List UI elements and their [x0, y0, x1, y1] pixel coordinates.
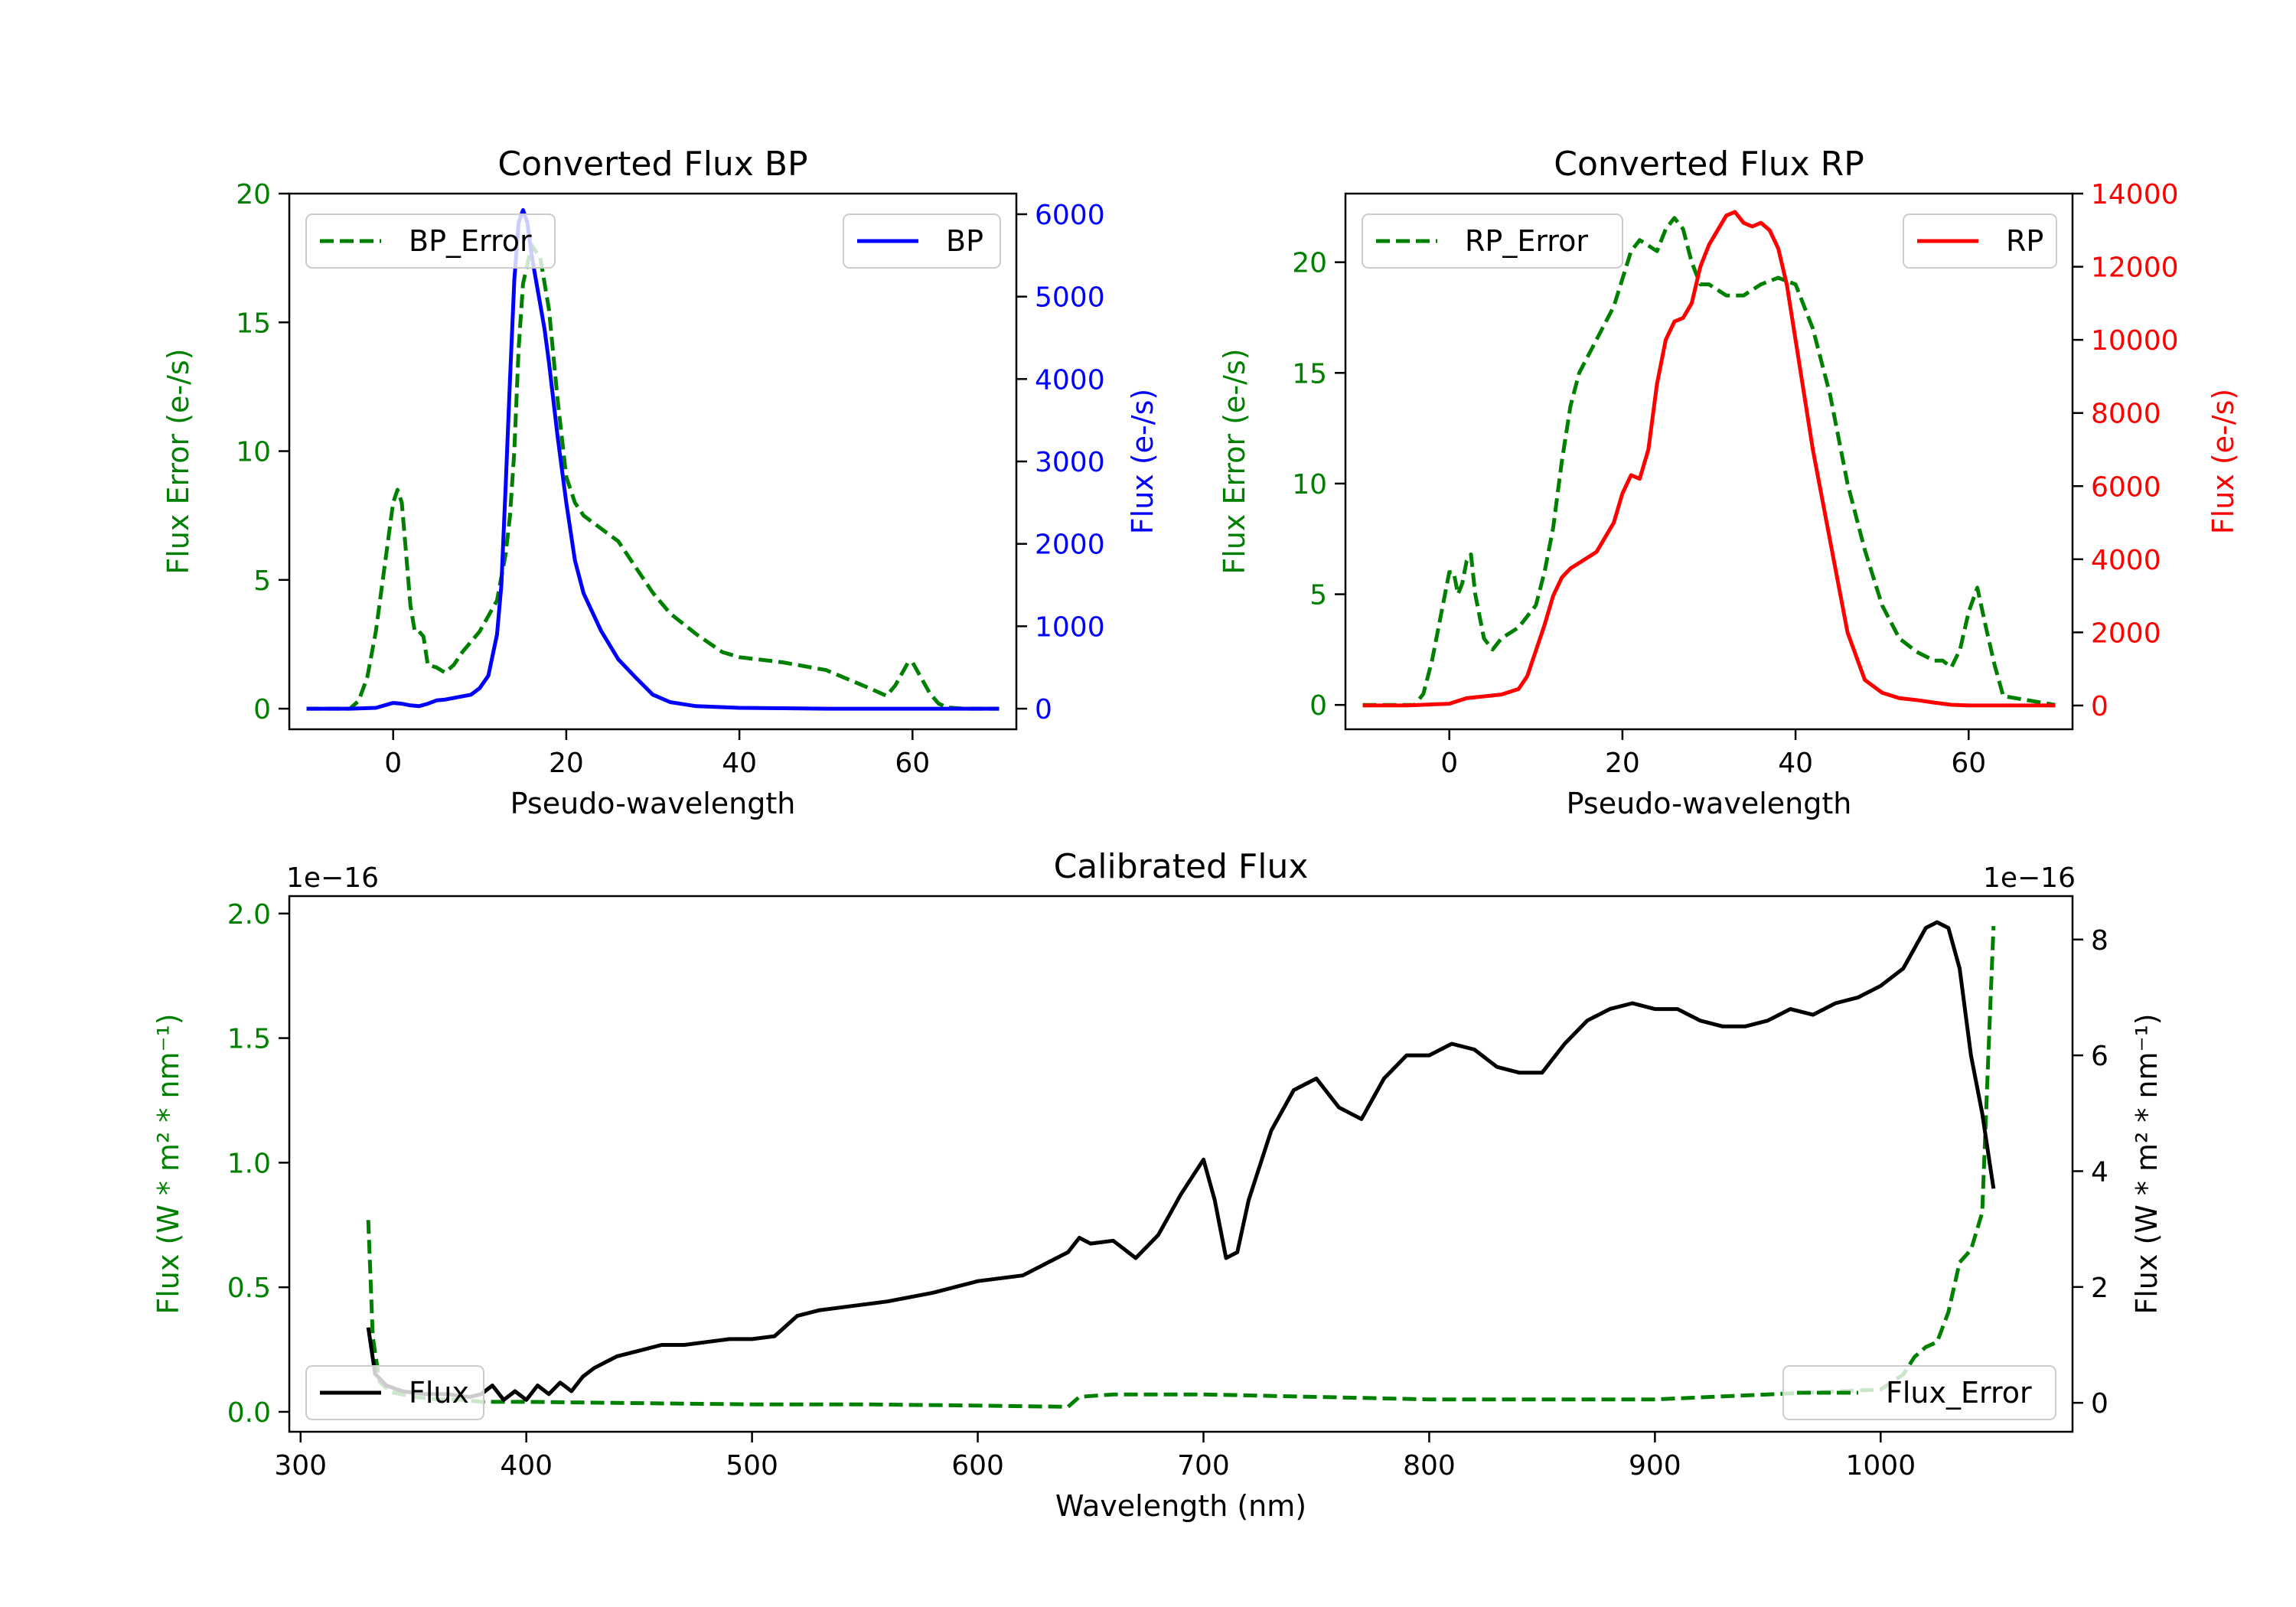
- bp-legend-label: BP: [946, 224, 983, 258]
- cal-ytick-right-label: 2: [2091, 1273, 2108, 1304]
- rp-xlabel: Pseudo-wavelength: [1567, 787, 1852, 820]
- bp-axes-frame: [288, 192, 1018, 731]
- cal-ytick-left-label: 2.0: [227, 899, 271, 931]
- bp-ylabel-left: Flux Error (e-/s): [161, 348, 195, 574]
- cal-ytick-right-label: 6: [2091, 1041, 2108, 1072]
- bp-legend-label: BP_Error: [409, 224, 532, 258]
- cal-xtick-label: 700: [1177, 1450, 1230, 1482]
- cal-legend-label: Flux: [409, 1376, 469, 1410]
- rp-ytick-right-label: 12000: [2091, 253, 2179, 284]
- rp-xtick-label: 60: [1951, 748, 1986, 779]
- cal-legend-left: Flux: [305, 1365, 484, 1420]
- rp-ytick-right-label: 6000: [2091, 471, 2161, 503]
- bp-ylabel-right: Flux (e-/s): [1126, 389, 1159, 534]
- rp-ytick-left-label: 15: [1292, 358, 1327, 390]
- bp-title: Converted Flux BP: [497, 145, 807, 184]
- bp-ytick-right-label: 3000: [1035, 447, 1105, 478]
- cal-ytick-right-label: 0: [2091, 1388, 2108, 1420]
- cal-title: Calibrated Flux: [1054, 847, 1309, 886]
- rp-title: Converted Flux RP: [1554, 145, 1864, 184]
- rp-ytick-left-label: 0: [1309, 690, 1327, 722]
- bp-ytick-left-label: 5: [253, 566, 271, 597]
- rp-chart: 0 20 40 60 0 5 10 15 20 0 2000 4000 6000 8000 10000 120…: [1218, 145, 2240, 820]
- rp-legend-box: [1903, 214, 2057, 269]
- rp-ytick-right-label: 2000: [2091, 618, 2161, 649]
- bp-series-bp-error: [306, 243, 1000, 711]
- cal-xtick-label: 600: [951, 1450, 1004, 1482]
- cal-xtick-label: 900: [1629, 1450, 1681, 1482]
- cal-axes-frame: [288, 895, 2074, 1433]
- cal-legend-right: Flux_Error: [1782, 1365, 2056, 1420]
- cal-legend-label: Flux_Error: [1886, 1376, 2032, 1410]
- cal-ytick-left-label: 1.0: [227, 1148, 271, 1179]
- rp-legend-right: RP: [1903, 214, 2057, 269]
- cal-chart: 300 400 500 600 700 800 900 1000 0.0 0.5 1.0 1.5 2.0…: [152, 847, 2164, 1523]
- bp-ytick-right-label: 6000: [1035, 200, 1105, 231]
- bp-legend-box: [305, 214, 556, 269]
- bp-ytick-right-label: 0: [1035, 694, 1052, 725]
- cal-ytick-left-label: 0.0: [227, 1397, 271, 1429]
- cal-series-flux: [366, 920, 1996, 1402]
- rp-ylabel-right: Flux (e-/s): [2206, 389, 2240, 534]
- cal-ytick-left-label: 1.5: [227, 1024, 271, 1055]
- rp-ytick-right-label: 14000: [2091, 179, 2179, 210]
- bp-legend-right: BP: [843, 214, 1001, 269]
- cal-legend-box: [305, 1365, 484, 1420]
- bp-ytick-right-label: 5000: [1035, 282, 1105, 314]
- bp-xtick-label: 0: [384, 748, 402, 779]
- bp-ytick-left-label: 20: [236, 179, 271, 210]
- bp-xtick-label: 20: [549, 748, 584, 779]
- cal-ytick-right-label: 4: [2091, 1156, 2108, 1188]
- bp-ytick-left-label: 10: [236, 437, 271, 468]
- rp-ytick-right-label: 4000: [2091, 545, 2161, 576]
- bp-xlabel: Pseudo-wavelength: [510, 787, 796, 820]
- cal-ytick-left-label: 0.5: [227, 1273, 271, 1304]
- cal-xtick-label: 300: [274, 1450, 327, 1482]
- rp-series-rp-error: [1362, 216, 2056, 707]
- bp-ytick-right-label: 2000: [1035, 530, 1105, 561]
- rp-xtick-label: 0: [1440, 748, 1458, 779]
- rp-ytick-left-label: 5: [1309, 580, 1327, 611]
- rp-legend-left: RP_Error: [1362, 214, 1623, 269]
- cal-series-flux-error: [366, 925, 1996, 1409]
- rp-xtick-label: 40: [1778, 748, 1813, 779]
- cal-xtick-label: 500: [726, 1450, 778, 1482]
- cal-offset-right: 1e−16: [1983, 862, 2076, 894]
- rp-axes-frame: [1344, 192, 2074, 731]
- cal-offset-left: 1e−16: [286, 862, 379, 894]
- rp-series-rp: [1362, 210, 2056, 708]
- cal-xtick-label: 800: [1403, 1450, 1456, 1482]
- bp-legend-left: BP_Error: [305, 214, 556, 269]
- rp-ytick-right-label: 8000: [2091, 399, 2161, 430]
- cal-ylabel-right: Flux (W * m² * nm⁻¹): [2130, 1013, 2164, 1314]
- rp-ytick-left-label: 10: [1292, 469, 1327, 500]
- bp-ytick-left-label: 0: [253, 694, 271, 725]
- rp-ytick-right-label: 10000: [2091, 325, 2179, 357]
- bp-xtick-label: 60: [895, 748, 930, 779]
- bp-ytick-right-label: 1000: [1035, 611, 1105, 643]
- rp-xtick-label: 20: [1605, 748, 1640, 779]
- rp-legend-label: RP_Error: [1465, 224, 1588, 258]
- cal-xtick-label: 400: [500, 1450, 553, 1482]
- rp-ylabel-left: Flux Error (e-/s): [1218, 348, 1251, 574]
- bp-series-bp: [306, 208, 1000, 711]
- bp-xtick-label: 40: [722, 748, 757, 779]
- cal-ylabel-left: Flux (W * m² * nm⁻¹): [152, 1013, 185, 1314]
- bp-ytick-left-label: 15: [236, 308, 271, 339]
- cal-ytick-right-label: 8: [2091, 925, 2108, 957]
- rp-legend-label: RP: [2006, 224, 2043, 258]
- bp-ytick-right-label: 4000: [1035, 364, 1105, 396]
- cal-xlabel: Wavelength (nm): [1055, 1489, 1306, 1523]
- bp-legend-box: [843, 214, 1001, 269]
- rp-ytick-right-label: 0: [2091, 691, 2108, 722]
- rp-ytick-left-label: 20: [1292, 248, 1327, 279]
- bp-chart: 0 20 40 60 0 5 10 15 20 0 1000 2000 3000 4000 5000 6000…: [161, 145, 1159, 820]
- cal-xtick-label: 1000: [1845, 1450, 1916, 1482]
- cal-legend-box: [1782, 1365, 2056, 1420]
- rp-legend-box: [1362, 214, 1623, 269]
